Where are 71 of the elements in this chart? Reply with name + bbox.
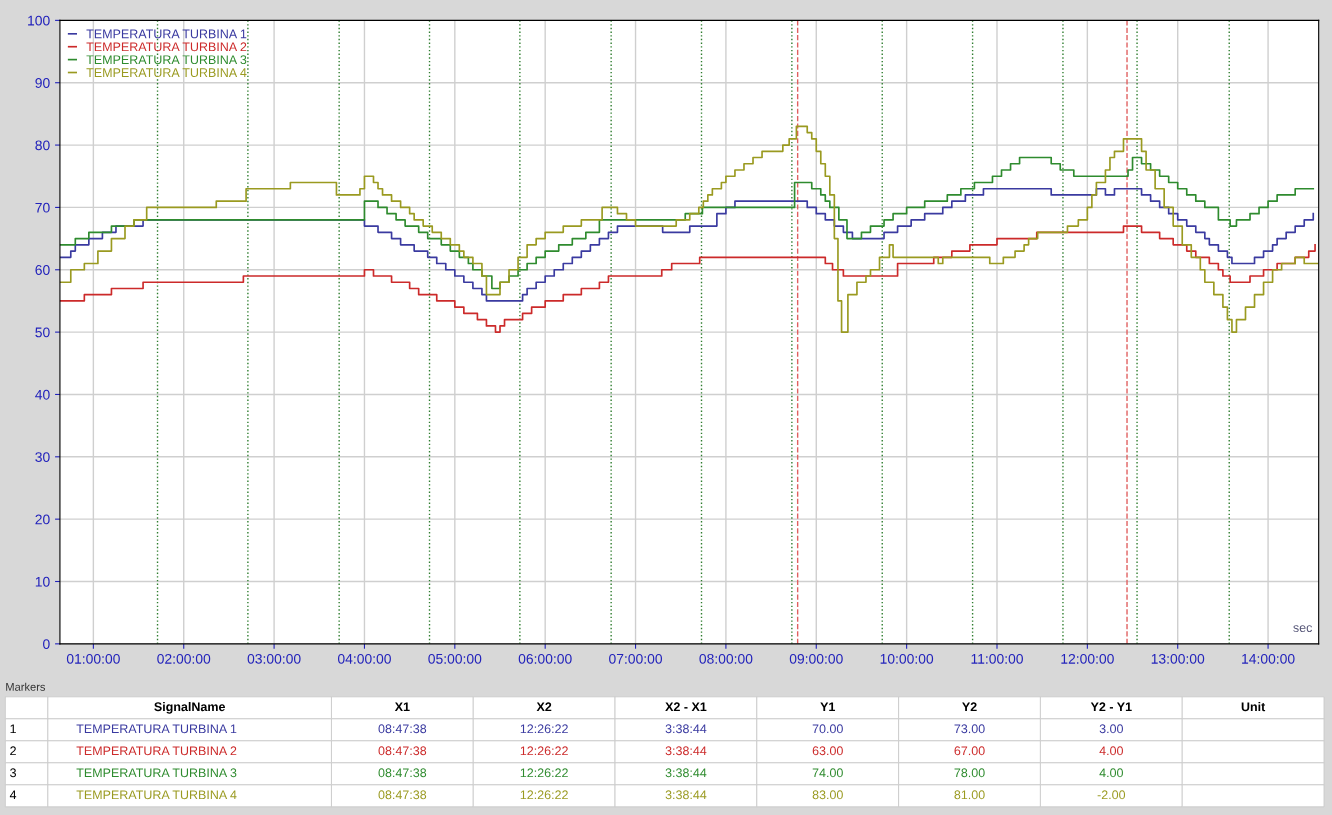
x-tick-label: 10:00:00 [880,653,934,664]
x-tick-label: 14:00:00 [1242,653,1295,664]
x-tick-label: 06:00:00 [518,653,572,664]
text: 73.00 [954,724,985,734]
y-tick-label: 100 [28,15,50,26]
legend-label: TEMPERATURA TURBINA 4 [86,68,247,78]
y-tick-label: 30 [35,452,50,462]
y-tick-label: 70 [35,202,50,213]
text: 08:47:38 [378,768,427,778]
y-tick-label: 90 [35,78,50,88]
text: X2 [536,702,552,712]
text: 3:38:44 [665,724,707,734]
text: Y2 - Y1 [1090,702,1132,712]
text: Y2 [962,702,977,712]
text: 1 [10,724,16,734]
text: 3:38:44 [665,746,707,756]
y-tick-label: 60 [35,265,50,275]
x-tick-label: 09:00:00 [789,653,843,664]
text: X2 - X1 [665,702,707,712]
text: 08:47:38 [378,790,427,800]
x-tick-label: 08:00:00 [699,653,753,664]
legend-label: TEMPERATURA TURBINA 3 [86,55,247,65]
text: 78.00 [954,768,985,778]
text: 83.00 [812,790,843,800]
text: 2 [10,746,16,756]
legend-label: TEMPERATURA TURBINA 2 [86,42,247,52]
x-tick-label: 01:00:00 [66,653,120,664]
text: 67.00 [954,746,985,756]
text: 12:26:22 [520,746,568,756]
text: Unit [1241,702,1266,712]
y-tick-label: 40 [35,389,50,400]
text: 3:38:44 [665,768,707,778]
text: SignalName [154,701,226,714]
x-tick-label: 13:00:00 [1151,653,1205,664]
text: 12:26:22 [520,790,568,800]
x-tick-label: 02:00:00 [157,653,211,664]
x-tick-label: 03:00:00 [247,653,301,664]
text: 4 [9,790,17,800]
text: TEMPERATURA TURBINA 2 [76,746,237,756]
y-tick-label: 10 [35,576,50,587]
text: X1 [394,702,410,712]
text: Markers [6,682,46,691]
text: TEMPERATURA TURBINA 1 [76,724,237,734]
text: 3.00 [1099,724,1123,734]
text: 4.00 [1099,746,1123,756]
text: 12:26:22 [520,768,568,778]
text: 74.00 [812,768,843,778]
x-tick-label: 07:00:00 [609,653,663,664]
text: 63.00 [812,746,843,756]
y-tick-label: 20 [35,514,50,525]
y-tick-label: 0 [43,639,50,650]
x-axis-title: sec [1293,625,1313,633]
text: 81.00 [954,790,985,800]
text: 70.00 [812,724,843,734]
text: Y1 [820,702,836,712]
text: 3:38:44 [665,790,707,800]
text: TEMPERATURA TURBINA 4 [76,790,237,800]
legend-label: TEMPERATURA TURBINA 1 [86,29,247,39]
text: 12:26:22 [520,724,568,734]
text: 3 [10,768,16,778]
text: 4.00 [1099,768,1123,778]
text: -2.00 [1097,790,1126,800]
text: 08:47:38 [378,746,427,756]
text: 08:47:38 [378,724,427,734]
x-tick-label: 04:00:00 [337,653,391,664]
y-tick-label: 50 [35,327,50,338]
x-tick-label: 12:00:00 [1061,653,1114,664]
y-tick-label: 80 [35,140,50,151]
x-tick-label: 11:00:00 [971,653,1023,664]
x-tick-label: 05:00:00 [428,653,482,664]
text: TEMPERATURA TURBINA 3 [76,768,237,778]
